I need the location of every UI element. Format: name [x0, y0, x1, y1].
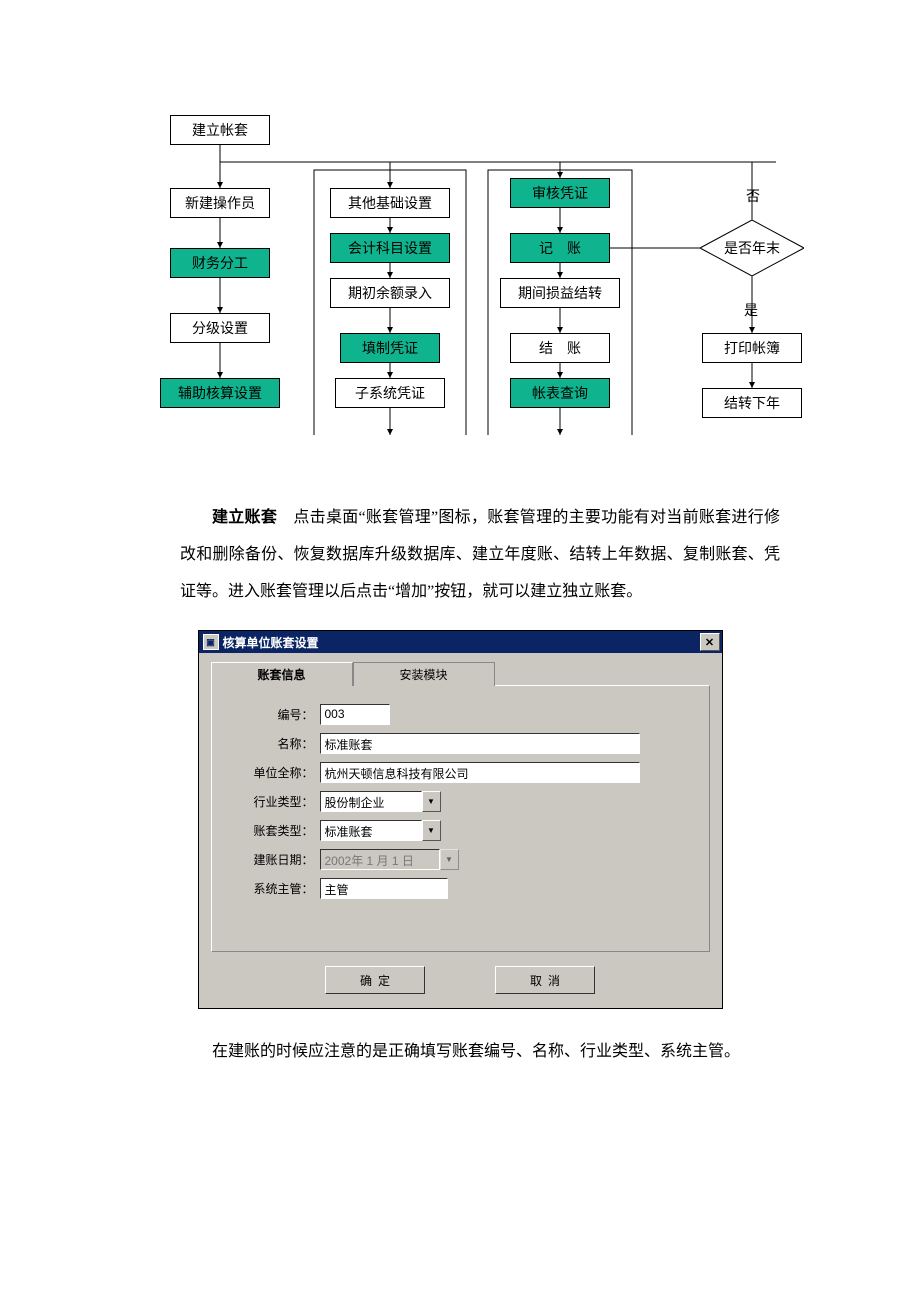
type-select[interactable]: 标准账套 — [320, 820, 422, 841]
tabs: 账套信息 安装模块 — [211, 661, 710, 685]
fc-node-print-ledger: 打印帐簿 — [702, 333, 802, 363]
fc-node-post: 记 账 — [510, 233, 610, 263]
date-input: 2002年 1 月 1 日 — [320, 849, 440, 870]
fc-node-period-pl: 期间损益结转 — [500, 278, 620, 308]
dialog-titlebar: ▣ 核算单位账套设置 ✕ — [199, 631, 722, 653]
fc-label-yes: 是 — [744, 300, 758, 320]
fc-node-create-account: 建立帐套 — [170, 115, 270, 145]
date-label: 建账日期： — [226, 851, 320, 868]
dialog-title: 核算单位账套设置 — [223, 634, 319, 651]
fc-label-no: 否 — [746, 186, 760, 206]
tab-panel: 编号： 003 名称： 标准账套 单位全称： 杭州天顿信息科技有限公司 行业类型… — [211, 685, 710, 952]
type-dropdown-button[interactable]: ▼ — [422, 820, 441, 841]
fc-node-aux-accounting: 辅助核算设置 — [160, 378, 280, 408]
tab-account-info[interactable]: 账套信息 — [211, 662, 353, 686]
fc-node-closing: 结 账 — [510, 333, 610, 363]
fc-node-level-setting: 分级设置 — [170, 313, 270, 343]
fc-node-carry-forward: 结转下年 — [702, 388, 802, 418]
industry-dropdown-button[interactable]: ▼ — [422, 791, 441, 812]
fc-node-opening-balance: 期初余额录入 — [330, 278, 450, 308]
industry-label: 行业类型： — [226, 793, 320, 810]
fc-node-new-operator: 新建操作员 — [170, 188, 270, 218]
code-input[interactable]: 003 — [320, 704, 390, 725]
fc-node-year-end-decision: 是否年末 — [700, 220, 804, 276]
name-label: 名称： — [226, 735, 320, 752]
fc-node-subsystem-voucher: 子系统凭证 — [335, 378, 445, 408]
fc-node-subject-setting: 会计科目设置 — [330, 233, 450, 263]
fc-node-fill-voucher: 填制凭证 — [340, 333, 440, 363]
paragraph-1: 建立账套 点击桌面“账套管理”图标，账套管理的主要功能有对当前账套进行修改和删除… — [180, 500, 780, 610]
fc-node-audit-voucher: 审核凭证 — [510, 178, 610, 208]
close-button[interactable]: ✕ — [700, 633, 720, 651]
cancel-button[interactable]: 取消 — [495, 966, 595, 994]
flowchart: 建立帐套 新建操作员 财务分工 分级设置 辅助核算设置 其他基础设置 会计科目设… — [140, 90, 820, 450]
dialog-icon: ▣ — [203, 634, 219, 650]
admin-input[interactable]: 主管 — [320, 878, 448, 899]
type-label: 账套类型： — [226, 822, 320, 839]
name-input[interactable]: 标准账套 — [320, 733, 640, 754]
fc-node-other-base: 其他基础设置 — [330, 188, 450, 218]
fc-node-report-query: 帐表查询 — [510, 378, 610, 408]
account-settings-dialog: ▣ 核算单位账套设置 ✕ 账套信息 安装模块 编号： 003 名称： — [198, 630, 723, 1009]
fc-node-finance-division: 财务分工 — [170, 248, 270, 278]
tab-install-module[interactable]: 安装模块 — [353, 662, 495, 686]
ok-button[interactable]: 确定 — [325, 966, 425, 994]
p1-heading: 建立账套 — [212, 509, 277, 526]
code-label: 编号： — [226, 706, 320, 723]
admin-label: 系统主管： — [226, 880, 320, 897]
paragraph-2: 在建账的时候应注意的是正确填写账套编号、名称、行业类型、系统主管。 — [180, 1034, 780, 1071]
date-dropdown-button: ▼ — [440, 849, 459, 870]
company-label: 单位全称： — [226, 764, 320, 781]
company-input[interactable]: 杭州天顿信息科技有限公司 — [320, 762, 640, 783]
industry-select[interactable]: 股份制企业 — [320, 791, 422, 812]
